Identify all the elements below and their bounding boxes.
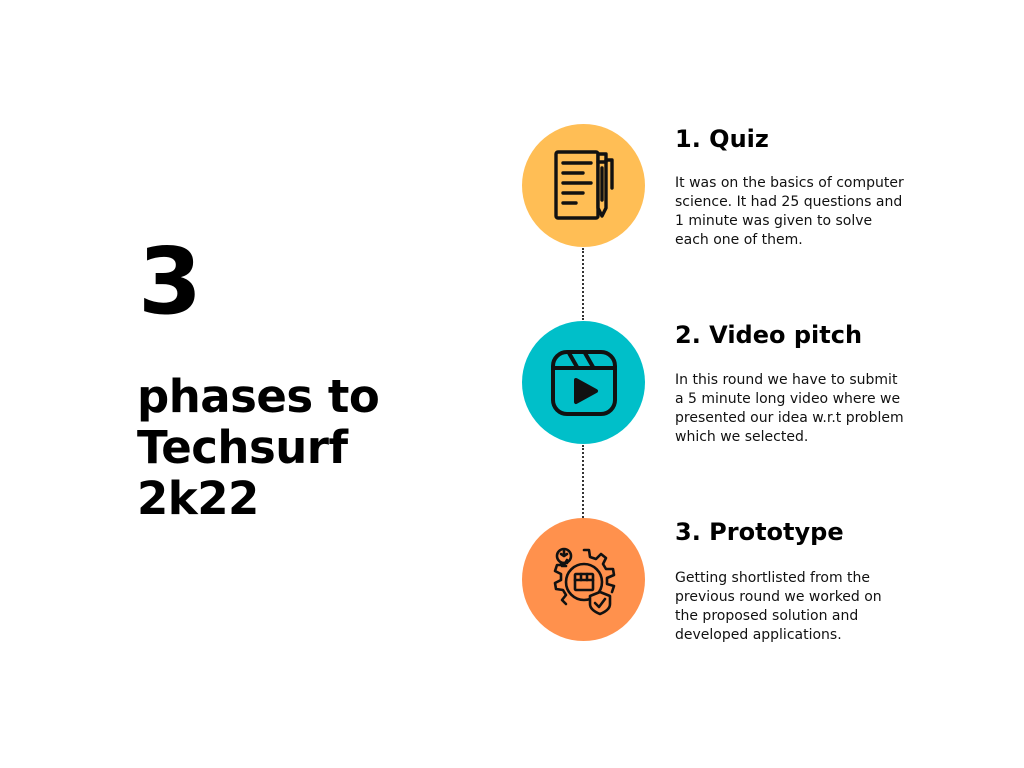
prototype-gear-box-icon xyxy=(548,544,620,616)
phase-3-description: Getting shortlisted from the previous ro… xyxy=(675,570,882,643)
phase-1-title: 1. Quiz xyxy=(675,125,769,153)
quiz-document-pen-icon xyxy=(552,148,616,224)
phase-2-title: 2. Video pitch xyxy=(675,321,863,349)
headline-line-2: Techsurf xyxy=(137,421,348,474)
connector-line-1 xyxy=(582,248,584,320)
headline: phases to Techsurf 2k22 xyxy=(137,370,380,525)
phase-3-title: 3. Prototype xyxy=(675,518,844,546)
phase-3-circle xyxy=(522,518,645,641)
big-number: 3 xyxy=(138,228,205,335)
headline-line-1: phases to xyxy=(137,370,380,423)
phase-1-description: It was on the basics of computer science… xyxy=(675,175,904,248)
headline-line-3: 2k22 xyxy=(137,472,259,525)
phase-1-circle xyxy=(522,124,645,247)
connector-line-2 xyxy=(582,445,584,518)
video-play-icon xyxy=(549,348,619,418)
phase-2-circle xyxy=(522,321,645,444)
phase-2-description: In this round we have to submit a 5 minu… xyxy=(675,372,904,445)
